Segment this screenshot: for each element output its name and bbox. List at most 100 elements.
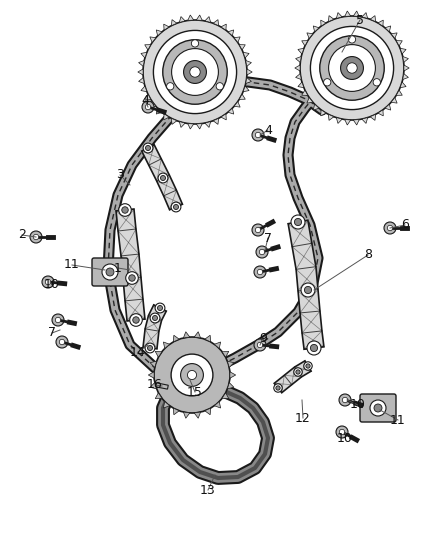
Polygon shape <box>205 122 211 127</box>
Text: 1: 1 <box>114 262 122 274</box>
Polygon shape <box>184 412 190 418</box>
Circle shape <box>341 56 364 79</box>
Circle shape <box>56 336 68 348</box>
Polygon shape <box>296 56 301 62</box>
Polygon shape <box>362 118 367 124</box>
Circle shape <box>291 215 305 229</box>
Polygon shape <box>345 119 351 125</box>
Polygon shape <box>196 15 202 20</box>
Polygon shape <box>307 98 313 103</box>
Polygon shape <box>274 361 311 393</box>
Text: 13: 13 <box>200 483 216 497</box>
Text: 7: 7 <box>264 231 272 245</box>
Polygon shape <box>179 17 185 22</box>
Polygon shape <box>246 60 251 67</box>
Circle shape <box>294 368 302 376</box>
Polygon shape <box>295 65 300 71</box>
Polygon shape <box>391 98 397 103</box>
Circle shape <box>387 225 393 231</box>
Circle shape <box>155 303 165 313</box>
Circle shape <box>187 370 197 379</box>
Polygon shape <box>205 17 211 22</box>
Polygon shape <box>336 118 342 124</box>
Polygon shape <box>179 122 185 127</box>
Circle shape <box>102 264 118 280</box>
Circle shape <box>171 354 213 396</box>
Polygon shape <box>214 342 221 349</box>
Circle shape <box>255 227 261 233</box>
Polygon shape <box>205 408 211 415</box>
Circle shape <box>150 313 160 323</box>
Circle shape <box>55 317 61 322</box>
Polygon shape <box>400 82 406 88</box>
Text: 6: 6 <box>401 219 409 231</box>
Polygon shape <box>150 383 157 389</box>
Polygon shape <box>378 110 383 116</box>
Circle shape <box>163 40 227 104</box>
Polygon shape <box>307 33 313 38</box>
Polygon shape <box>150 101 156 107</box>
Polygon shape <box>321 20 326 26</box>
Polygon shape <box>302 41 308 46</box>
Polygon shape <box>184 332 190 338</box>
Circle shape <box>304 286 311 294</box>
Text: 9: 9 <box>259 332 267 344</box>
Circle shape <box>257 269 263 274</box>
Circle shape <box>119 204 131 216</box>
Circle shape <box>133 317 139 323</box>
Polygon shape <box>196 124 202 129</box>
Polygon shape <box>145 45 151 50</box>
FancyBboxPatch shape <box>92 258 128 286</box>
Polygon shape <box>171 20 177 26</box>
Circle shape <box>33 235 39 240</box>
Polygon shape <box>403 56 408 62</box>
Polygon shape <box>228 30 234 36</box>
Polygon shape <box>164 24 169 30</box>
Polygon shape <box>345 11 351 17</box>
Polygon shape <box>150 37 156 43</box>
Circle shape <box>370 400 386 416</box>
Polygon shape <box>156 108 162 114</box>
Polygon shape <box>213 20 219 26</box>
Polygon shape <box>222 351 229 357</box>
Polygon shape <box>370 115 376 120</box>
Polygon shape <box>214 401 221 408</box>
Text: 11: 11 <box>390 414 406 426</box>
Circle shape <box>256 246 268 258</box>
Polygon shape <box>156 30 162 36</box>
Circle shape <box>45 279 51 285</box>
Circle shape <box>173 205 179 209</box>
Polygon shape <box>205 335 211 342</box>
Circle shape <box>311 27 394 110</box>
Polygon shape <box>302 90 308 95</box>
Polygon shape <box>370 15 376 22</box>
Circle shape <box>294 219 302 225</box>
Polygon shape <box>164 114 169 120</box>
Polygon shape <box>138 60 144 67</box>
Polygon shape <box>246 78 251 84</box>
Circle shape <box>373 79 381 86</box>
Text: 11: 11 <box>64 259 80 271</box>
Polygon shape <box>396 90 403 95</box>
Circle shape <box>126 272 138 284</box>
Circle shape <box>145 104 151 110</box>
Polygon shape <box>353 119 359 125</box>
Polygon shape <box>296 74 301 79</box>
Text: 15: 15 <box>187 385 203 399</box>
Text: 4: 4 <box>141 93 149 107</box>
Polygon shape <box>116 209 145 321</box>
Circle shape <box>300 16 404 120</box>
Circle shape <box>143 143 153 153</box>
Circle shape <box>306 364 310 368</box>
Circle shape <box>184 61 206 84</box>
Polygon shape <box>171 118 177 124</box>
Text: 8: 8 <box>364 248 372 262</box>
Polygon shape <box>243 86 249 92</box>
Polygon shape <box>362 13 367 19</box>
Circle shape <box>130 314 142 326</box>
Circle shape <box>190 67 200 77</box>
Circle shape <box>216 83 223 90</box>
Circle shape <box>336 426 348 438</box>
Polygon shape <box>313 26 319 32</box>
Circle shape <box>307 341 321 355</box>
